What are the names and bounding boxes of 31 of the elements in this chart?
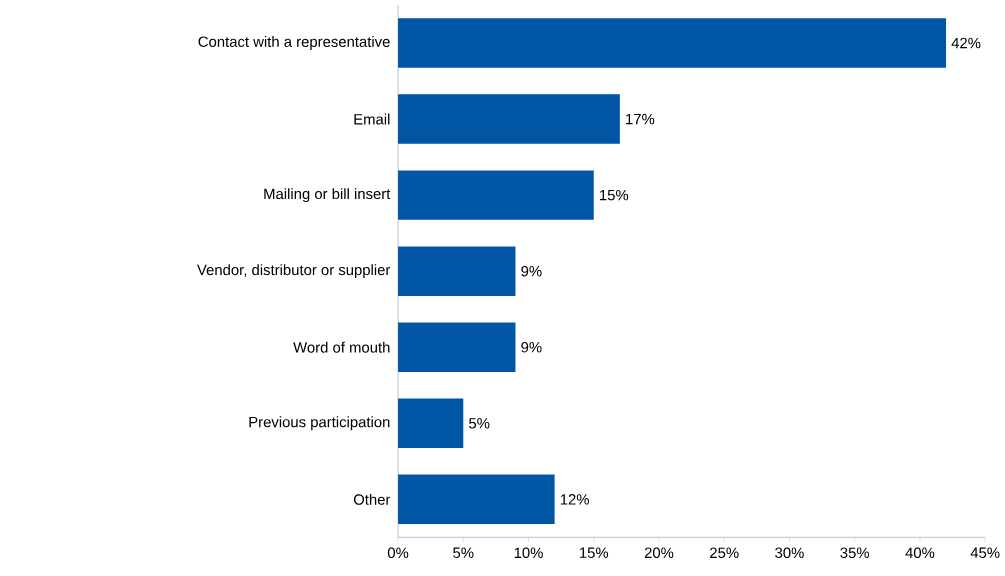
data-label: 42% xyxy=(951,37,981,49)
bar xyxy=(398,246,516,296)
x-tick-label: 30% xyxy=(775,547,804,558)
data-label: 12% xyxy=(560,494,589,505)
data-label: 9% xyxy=(521,341,542,353)
x-tick-label: 20% xyxy=(644,547,674,558)
x-tick-label: 10% xyxy=(514,547,543,558)
x-tick-label: 15% xyxy=(580,547,609,558)
bar xyxy=(398,94,620,144)
x-tick-label: 40% xyxy=(905,547,935,558)
x-tick-label: 0% xyxy=(387,547,409,558)
bar xyxy=(398,398,464,448)
bar xyxy=(398,322,516,372)
bar xyxy=(398,170,594,220)
y-tick-label: Previous participation xyxy=(249,416,390,431)
y-tick-label: Email xyxy=(354,113,390,125)
data-label: 15% xyxy=(600,189,629,201)
y-tick-label: Word of mouth xyxy=(293,341,390,353)
bar xyxy=(398,474,555,524)
data-label: 5% xyxy=(469,417,490,429)
x-tick-label: 45% xyxy=(970,547,1000,558)
data-label: 9% xyxy=(521,265,542,277)
bar xyxy=(398,18,947,68)
y-tick-label: Vendor, distributor or supplier xyxy=(197,264,391,279)
x-tick-label: 35% xyxy=(840,547,870,558)
y-tick-label: Other xyxy=(353,493,391,505)
y-tick-label: Contact with a representative xyxy=(198,35,390,50)
x-tick-label: 25% xyxy=(710,547,739,558)
data-label: 17% xyxy=(626,113,655,125)
x-tick-label: 5% xyxy=(453,547,474,558)
y-tick-label: Mailing or bill insert xyxy=(264,188,391,202)
